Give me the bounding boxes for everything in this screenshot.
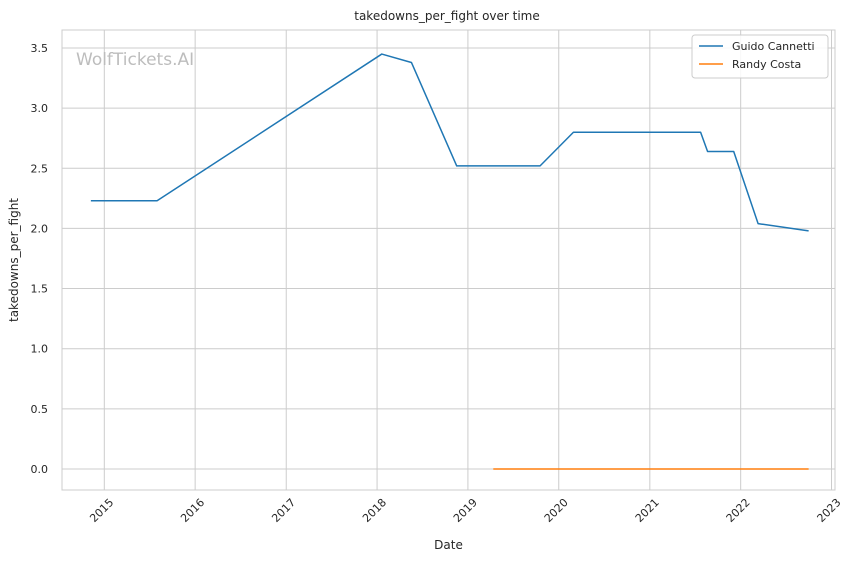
plot-frame	[61, 29, 836, 491]
legend: Guido Cannetti Randy Costa	[691, 34, 829, 79]
y-tick-label: 1.5	[31, 283, 49, 296]
y-axis-title: takedowns_per_fight	[7, 198, 21, 322]
series-line-guido-cannetti	[90, 53, 809, 232]
x-tick-label: 2023	[815, 496, 844, 525]
tick-labels: 0.0 0.5 1.0 1.5 2.0 2.5 3.0 3.5 2015 2016 2017 2018…	[31, 42, 844, 525]
y-tick-label: 1.0	[31, 343, 49, 356]
y-tick-label: 3.0	[31, 102, 49, 115]
x-tick-label: 2020	[542, 496, 571, 525]
x-tick-label: 2016	[178, 496, 207, 525]
chart-title: takedowns_per_fight over time	[354, 9, 540, 23]
x-axis-title: Date	[434, 538, 463, 552]
y-tick-label: 2.0	[31, 222, 49, 235]
series-lines	[90, 53, 809, 470]
legend-label: Randy Costa	[732, 58, 801, 71]
y-tick-label: 0.5	[31, 403, 49, 416]
y-tick-label: 2.5	[31, 162, 49, 175]
x-tick-label: 2018	[360, 496, 389, 525]
y-tick-label: 3.5	[31, 42, 49, 55]
y-tick-label: 0.0	[31, 463, 49, 476]
legend-box	[691, 34, 829, 79]
legend-label: Guido Cannetti	[732, 40, 815, 53]
x-tick-label: 2022	[724, 496, 753, 525]
watermark-text: WolfTickets.AI	[76, 50, 194, 70]
x-tick-label: 2021	[633, 496, 662, 525]
x-tick-label: 2017	[269, 496, 298, 525]
grid-lines	[62, 30, 835, 490]
x-tick-label: 2019	[451, 496, 480, 525]
x-tick-label: 2015	[87, 496, 116, 525]
